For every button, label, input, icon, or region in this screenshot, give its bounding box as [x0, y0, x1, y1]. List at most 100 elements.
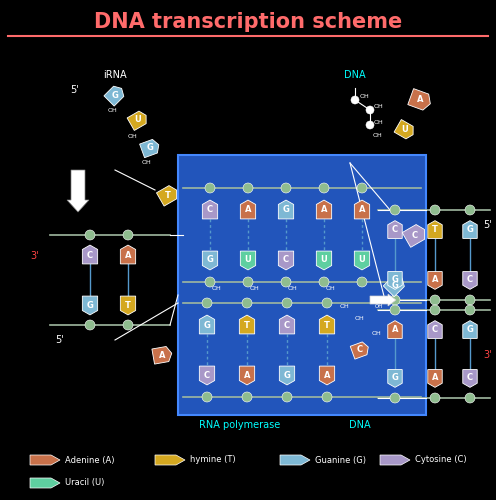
Polygon shape [463, 220, 477, 238]
Polygon shape [240, 366, 254, 385]
Text: A: A [159, 350, 165, 360]
Text: G: G [391, 374, 398, 382]
Text: A: A [245, 206, 251, 214]
Text: G: G [284, 370, 291, 380]
Text: 3': 3' [31, 251, 39, 261]
Text: C: C [207, 206, 213, 214]
Polygon shape [82, 245, 98, 264]
Polygon shape [463, 370, 477, 388]
Text: G: G [391, 280, 398, 289]
Text: G: G [146, 144, 153, 152]
Text: C: C [412, 230, 418, 239]
Text: A: A [324, 370, 330, 380]
FancyArrow shape [370, 294, 396, 306]
Polygon shape [279, 366, 295, 385]
Text: U: U [134, 116, 141, 124]
Text: G: G [467, 226, 474, 234]
Text: A: A [359, 206, 365, 214]
Text: OH: OH [372, 331, 382, 336]
Polygon shape [139, 140, 159, 158]
Circle shape [357, 277, 367, 287]
Polygon shape [383, 276, 404, 296]
Circle shape [366, 106, 374, 114]
Circle shape [390, 393, 400, 403]
Polygon shape [278, 251, 294, 270]
Circle shape [205, 183, 215, 193]
Text: Uracil (U): Uracil (U) [65, 478, 104, 488]
Polygon shape [127, 111, 146, 130]
Text: G: G [391, 276, 398, 284]
Circle shape [202, 392, 212, 402]
Text: U: U [245, 256, 251, 264]
Circle shape [282, 392, 292, 402]
Circle shape [430, 295, 440, 305]
Text: G: G [467, 326, 474, 334]
Polygon shape [388, 220, 402, 238]
Text: OH: OH [373, 133, 383, 138]
Circle shape [430, 393, 440, 403]
Text: U: U [402, 126, 408, 134]
Text: DNA: DNA [349, 420, 371, 430]
Circle shape [390, 295, 400, 305]
Text: C: C [204, 370, 210, 380]
Text: OH: OH [128, 134, 138, 139]
Polygon shape [279, 315, 295, 334]
Text: Adenine (A): Adenine (A) [65, 456, 115, 464]
Polygon shape [121, 296, 135, 315]
Circle shape [430, 205, 440, 215]
Text: DNA transcription scheme: DNA transcription scheme [94, 12, 402, 32]
Polygon shape [155, 455, 185, 465]
Circle shape [465, 205, 475, 215]
Text: OH: OH [250, 286, 260, 291]
Text: OH: OH [142, 160, 152, 165]
Text: A: A [125, 250, 131, 260]
Text: iRNA: iRNA [103, 70, 127, 80]
FancyBboxPatch shape [178, 155, 426, 415]
Polygon shape [316, 251, 332, 270]
Circle shape [123, 320, 133, 330]
Polygon shape [241, 200, 255, 219]
Polygon shape [388, 272, 402, 289]
Polygon shape [428, 370, 442, 388]
Text: U: U [359, 256, 366, 264]
Text: A: A [432, 276, 438, 284]
Polygon shape [428, 272, 442, 289]
Text: A: A [321, 206, 327, 214]
Text: OH: OH [212, 286, 222, 291]
Polygon shape [30, 455, 60, 465]
Polygon shape [354, 200, 370, 219]
Text: DNA: DNA [344, 70, 366, 80]
Polygon shape [408, 88, 431, 110]
Polygon shape [380, 455, 410, 465]
Text: C: C [87, 250, 93, 260]
Circle shape [465, 305, 475, 315]
Polygon shape [240, 315, 254, 334]
Polygon shape [463, 272, 477, 289]
Text: A: A [432, 374, 438, 382]
Circle shape [465, 295, 475, 305]
Polygon shape [463, 320, 477, 338]
Text: Cytosine (C): Cytosine (C) [415, 456, 467, 464]
Circle shape [243, 277, 253, 287]
Polygon shape [241, 251, 255, 270]
Text: T: T [165, 190, 171, 200]
Circle shape [281, 277, 291, 287]
Polygon shape [428, 320, 442, 338]
Polygon shape [152, 346, 172, 364]
Circle shape [319, 183, 329, 193]
Text: G: G [283, 206, 290, 214]
Text: G: G [206, 256, 213, 264]
Text: OH: OH [108, 108, 118, 113]
Polygon shape [316, 200, 332, 219]
Circle shape [242, 392, 252, 402]
Polygon shape [402, 224, 425, 248]
Text: 3': 3' [484, 350, 492, 360]
Circle shape [357, 183, 367, 193]
Polygon shape [121, 245, 135, 264]
Polygon shape [388, 320, 402, 338]
Text: T: T [244, 320, 250, 330]
Text: 5': 5' [70, 85, 79, 95]
Text: A: A [392, 326, 398, 334]
Polygon shape [280, 455, 310, 465]
Text: C: C [284, 320, 290, 330]
